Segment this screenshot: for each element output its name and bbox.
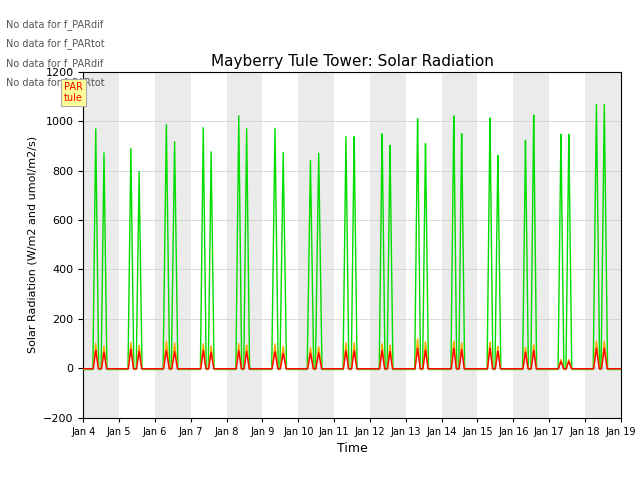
PAR Tule [426,366,434,372]
Text: PAR
tule: PAR tule [64,82,83,103]
PAR Water [502,366,510,372]
Bar [585,72,621,418]
PAR Water [600,346,608,351]
PAR Tule [502,366,510,372]
Bar [191,72,227,418]
PAR Tule [280,353,288,359]
Bar [83,72,119,418]
Text: No data for f_PARdif: No data for f_PARdif [6,19,104,30]
PAR Tule [413,336,421,342]
Bar [549,72,585,418]
Bar [298,72,334,418]
Text: No data for f_PARdif: No data for f_PARdif [6,58,104,69]
Bar [227,72,262,418]
Bar [406,72,442,418]
Bar [262,72,298,418]
PAR Tule [189,366,196,372]
Bar [119,72,155,418]
PAR In [426,367,434,372]
PAR Water [615,366,623,372]
PAR Water [79,366,87,372]
PAR Tule [617,366,625,372]
X-axis label: Time: Time [337,442,367,455]
Bar [334,72,370,418]
PAR Water [426,366,434,372]
Line: PAR Water: PAR Water [83,348,621,369]
Text: No data for f_PARtot: No data for f_PARtot [6,77,105,88]
PAR Tule [615,366,623,372]
PAR In [79,367,87,372]
PAR In [617,367,625,372]
PAR Water [195,366,202,372]
Line: PAR Tule: PAR Tule [83,339,621,369]
PAR In [502,367,510,372]
PAR In [600,101,608,107]
Text: No data for f_PARtot: No data for f_PARtot [6,38,105,49]
PAR In [189,367,196,372]
PAR Water [280,357,288,363]
Bar [442,72,477,418]
Line: PAR In: PAR In [83,104,621,370]
Bar [513,72,549,418]
Bar [155,72,191,418]
Y-axis label: Solar Radiation (W/m2 and umol/m2/s): Solar Radiation (W/m2 and umol/m2/s) [28,136,37,353]
Bar [477,72,513,418]
PAR In [280,232,288,238]
PAR Water [617,366,625,372]
PAR Tule [79,366,87,372]
Bar [370,72,406,418]
Title: Mayberry Tule Tower: Solar Radiation: Mayberry Tule Tower: Solar Radiation [211,54,493,70]
PAR In [615,367,623,372]
PAR Water [189,366,196,372]
PAR Tule [195,366,202,372]
PAR In [195,367,202,372]
